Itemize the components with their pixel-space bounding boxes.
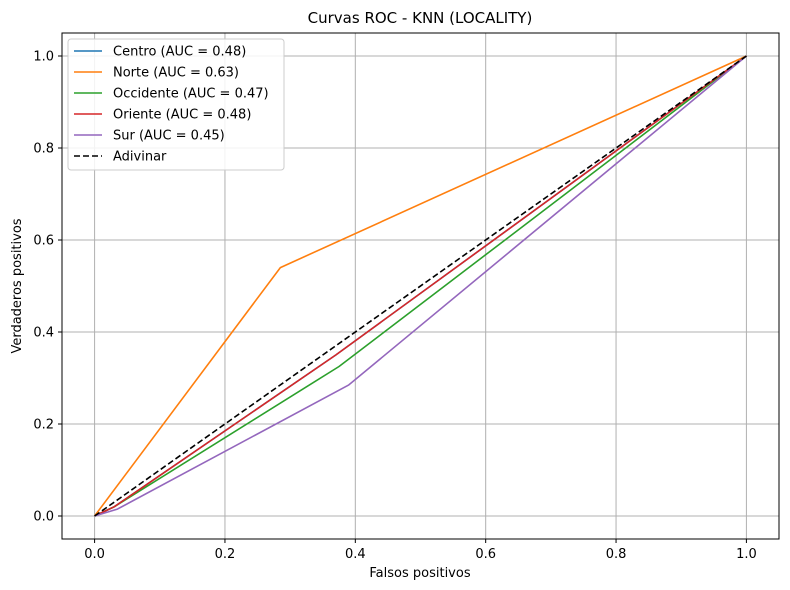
y-axis-label: Verdaderos positivos: [10, 218, 25, 353]
legend-entry: Sur (AUC = 0.45): [113, 129, 225, 144]
y-tick-label: 0.6: [33, 234, 54, 249]
series-line-4: [94, 55, 747, 517]
y-tick-label: 0.2: [33, 418, 54, 433]
y-tick-label: 0.8: [33, 142, 54, 157]
y-axis: 0.0 0.2 0.4 0.6 0.8 1.0: [33, 50, 62, 525]
series-group: [93, 55, 747, 517]
plot-frame: [61, 32, 780, 540]
x-tick-label: 0.6: [475, 547, 496, 562]
series-line-1: [93, 55, 747, 517]
y-tick-label: 0.0: [33, 510, 54, 525]
legend-entry: Occidente (AUC = 0.47): [113, 87, 269, 102]
x-tick-label: 0.2: [215, 547, 236, 562]
chart-title: Curvas ROC - KNN (LOCALITY): [308, 9, 533, 27]
series-line-3: [94, 55, 747, 517]
legend-entry: Oriente (AUC = 0.48): [113, 108, 251, 123]
x-axis-label: Falsos positivos: [369, 566, 470, 581]
legend-entry: Norte (AUC = 0.63): [113, 66, 239, 81]
y-tick-label: 1.0: [33, 50, 54, 65]
series-line-5: [94, 55, 747, 517]
legend-entry: Centro (AUC = 0.48): [113, 45, 246, 60]
x-axis: 0.0 0.2 0.4 0.6 0.8 1.0: [84, 539, 757, 562]
x-tick-label: 0.8: [606, 547, 627, 562]
x-tick-label: 1.0: [736, 547, 757, 562]
legend: Centro (AUC = 0.48) Norte (AUC = 0.63) Occ…: [67, 38, 285, 171]
y-tick-label: 0.4: [33, 326, 54, 341]
legend-box: [67, 38, 285, 171]
x-tick-label: 0.4: [345, 547, 366, 562]
x-tick-label: 0.0: [84, 547, 105, 562]
legend-entry: Adivinar: [113, 150, 167, 165]
